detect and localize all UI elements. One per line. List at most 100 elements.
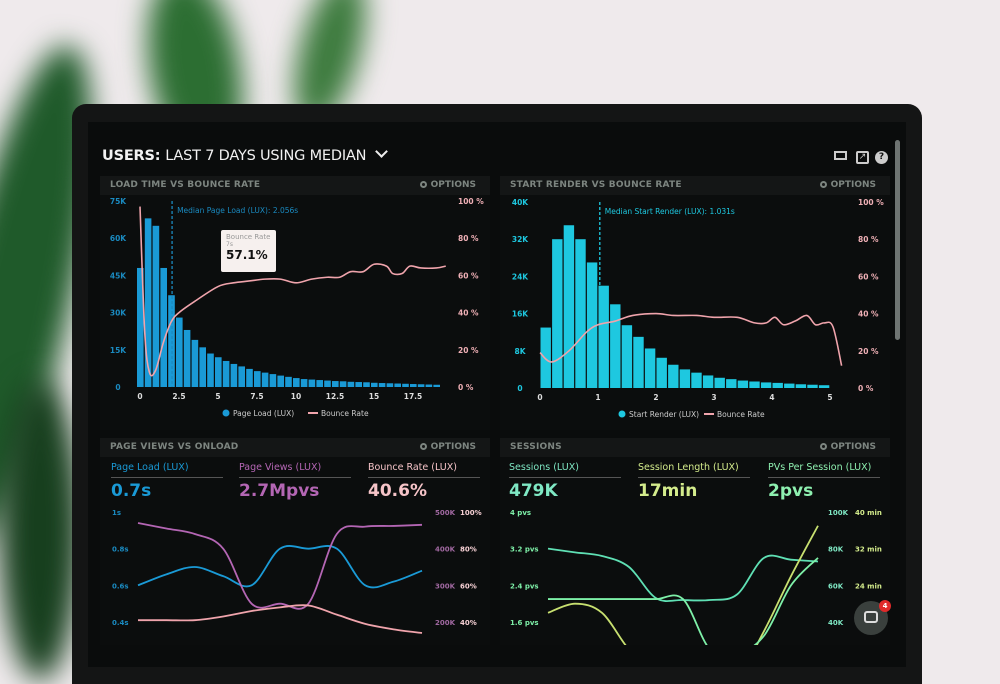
- bar: [332, 381, 339, 387]
- x-tick-label: 7.5: [250, 392, 263, 401]
- y2-tick-label: 80K: [828, 546, 844, 554]
- median-annotation: Median Page Load (LUX): 2.056s: [177, 206, 298, 215]
- median-annotation: Median Start Render (LUX): 1.031s: [605, 207, 735, 216]
- kpi-value: 0.7s: [111, 481, 152, 501]
- y-tick-label: 75K: [110, 197, 127, 206]
- y-tick-label: 4 pvs: [510, 509, 531, 517]
- bar: [293, 378, 300, 387]
- bar: [668, 364, 679, 388]
- options-button[interactable]: OPTIONS: [819, 442, 876, 452]
- bar: [784, 383, 795, 388]
- panel-page-views: 1s 0.8s 0.6s 0.4s 500K 400K 300K 200K 100% 80% 60%…: [100, 438, 490, 645]
- y2-tick-label: 40 %: [458, 309, 479, 318]
- y2-tick-label: 40 %: [858, 310, 879, 319]
- y2-tick-label: 80 %: [458, 234, 479, 243]
- kpi-value: 2pvs: [768, 481, 814, 501]
- bar: [363, 382, 370, 387]
- share-icon[interactable]: ↗: [856, 151, 869, 164]
- dashboard-title[interactable]: USERS: LAST 7 DAYS USING MEDIAN: [102, 145, 389, 164]
- legend-label: Start Render (LUX): [629, 410, 699, 419]
- bar: [807, 384, 818, 388]
- x-tick-label: 15: [369, 392, 379, 401]
- y-tick-label: 32K: [512, 235, 529, 244]
- options-label: OPTIONS: [830, 442, 876, 452]
- load-time-chart: Median Page Load (LUX): 2.056s 0 15K 30K 45K…: [110, 197, 484, 418]
- options-button[interactable]: OPTIONS: [419, 180, 476, 190]
- tooltip-label: Bounce Rate: [226, 233, 271, 241]
- sessions-chart: 4 pvs 3.2 pvs 2.4 pvs 1.6 pvs 100K 80K 60K 40K 4…: [510, 509, 882, 645]
- bar: [144, 218, 152, 387]
- title-users: USERS:: [102, 148, 161, 164]
- tooltip-sub: 7s: [226, 241, 233, 248]
- monitor-icon[interactable]: [834, 151, 847, 164]
- bar: [238, 366, 245, 387]
- legend-marker-bars: [618, 410, 626, 418]
- kpi-label: Page Views (LUX): [239, 462, 351, 478]
- bar: [417, 384, 425, 387]
- chevron-down-icon[interactable]: [375, 145, 389, 158]
- bar: [394, 383, 401, 387]
- y-tick-label: 16K: [512, 310, 529, 319]
- y2-tick-label: 500K: [435, 509, 456, 517]
- bar: [222, 360, 230, 387]
- options-button[interactable]: OPTIONS: [419, 442, 476, 452]
- bar: [410, 384, 417, 387]
- bar: [371, 382, 378, 387]
- kpi-page-load: Page Load (LUX) 0.7s: [111, 462, 223, 501]
- panel-header: LOAD TIME VS BOUNCE RATE OPTIONS: [100, 176, 490, 195]
- start-render-chart: Median Start Render (LUX): 1.031s 0 8K 16K 2…: [512, 198, 884, 419]
- options-button[interactable]: OPTIONS: [819, 180, 876, 190]
- y3-tick-label: 60%: [460, 582, 477, 590]
- bar: [160, 267, 167, 387]
- y-tick-label: 24K: [512, 272, 529, 281]
- bar: [183, 329, 191, 387]
- bar: [176, 317, 183, 387]
- x-tick-label: 5: [827, 393, 832, 402]
- x-tick-label: 0: [137, 392, 142, 401]
- bar: [254, 371, 261, 387]
- y-tick-label: 0: [115, 383, 120, 392]
- bar: [215, 357, 222, 387]
- kpi-value: 2.7Mpvs: [239, 481, 320, 501]
- y-tick-label: 8K: [514, 347, 526, 356]
- bar: [324, 380, 331, 387]
- kpi-label: PVs Per Session (LUX): [768, 462, 880, 478]
- bar: [277, 375, 284, 387]
- x-tick-label: 17.5: [404, 392, 423, 401]
- y-tick-label: 40K: [512, 198, 529, 207]
- x-tick-label: 12.5: [326, 392, 345, 401]
- x-tick-label: 10: [291, 392, 301, 401]
- scrollbar[interactable]: [895, 140, 900, 340]
- bar: [347, 381, 355, 387]
- bar: [308, 379, 316, 387]
- bar: [316, 380, 323, 387]
- panel-header: START RENDER VS BOUNCE RATE OPTIONS: [500, 176, 890, 195]
- series-line: [137, 545, 423, 589]
- kpi-label: Bounce Rate (LUX): [368, 462, 480, 478]
- panel-title: START RENDER VS BOUNCE RATE: [510, 180, 682, 190]
- bar: [285, 376, 292, 387]
- options-label: OPTIONS: [430, 442, 476, 452]
- y2-tick-label: 40K: [828, 619, 844, 627]
- bar: [378, 383, 386, 387]
- y3-tick-label: 100%: [460, 509, 482, 517]
- bar: [772, 382, 783, 388]
- y-tick-label: 0: [517, 384, 522, 393]
- plant-leaf: [0, 380, 80, 680]
- help-icon[interactable]: ?: [875, 151, 888, 164]
- bar: [261, 372, 269, 387]
- y3-tick-label: 32 min: [855, 546, 882, 554]
- gear-icon: [819, 443, 827, 450]
- bar: [749, 381, 760, 388]
- bar: [726, 379, 737, 388]
- tooltip: Bounce Rate 7s 57.1%: [221, 230, 276, 272]
- bar: [540, 327, 551, 388]
- bar: [714, 377, 725, 388]
- y2-tick-label: 100K: [828, 509, 849, 517]
- bar: [269, 374, 277, 387]
- y2-tick-label: 60 %: [858, 272, 879, 281]
- panel-sessions: 4 pvs 3.2 pvs 2.4 pvs 1.6 pvs 100K 80K 60K 40K 4…: [500, 438, 890, 645]
- options-label: OPTIONS: [430, 180, 476, 190]
- y-tick-label: 1.6 pvs: [510, 619, 539, 627]
- bar: [563, 225, 575, 388]
